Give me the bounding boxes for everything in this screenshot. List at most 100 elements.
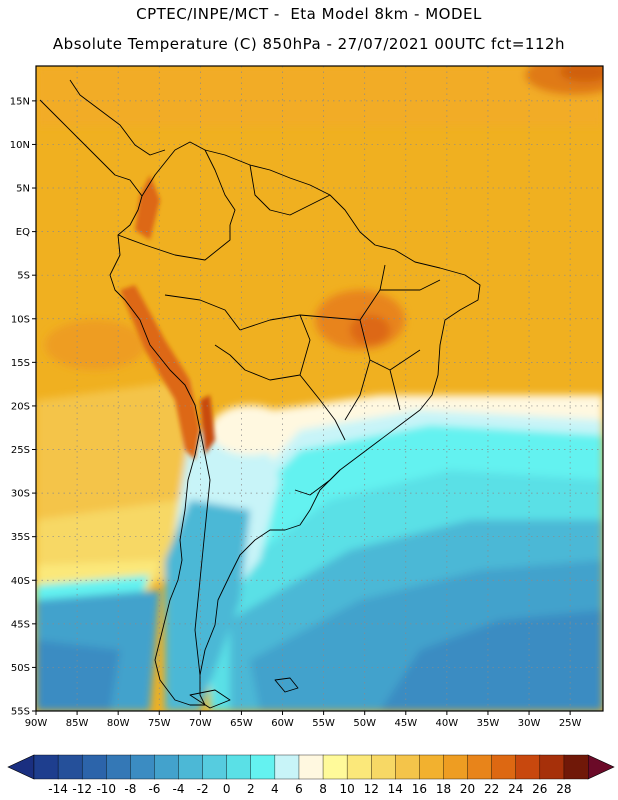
colorbar-label: 18	[436, 782, 451, 796]
lat-label: 10S	[11, 314, 30, 325]
lon-label: 50W	[353, 718, 376, 729]
lat-label: 35S	[11, 532, 30, 543]
central-america-north-coast	[69, 79, 166, 156]
lat-label: 20S	[11, 401, 30, 412]
lat-label: 10N	[10, 140, 30, 151]
pampas-pale-zone	[210, 405, 290, 455]
map-title-line-1: CPTEC/INPE/MCT - Eta Model 8km - MODEL	[136, 5, 482, 23]
colorbar-label: -12	[72, 782, 92, 796]
colorbar-cell	[33, 754, 59, 780]
colorbar-cells	[33, 754, 589, 780]
lon-label: 60W	[271, 718, 294, 729]
falkland-islands	[274, 677, 299, 693]
colorbar-cell	[178, 754, 204, 780]
colorbar-label: 0	[223, 782, 231, 796]
colorbar-label: 22	[484, 782, 499, 796]
lon-label: 80W	[107, 718, 130, 729]
colorbar-cell	[395, 754, 420, 780]
lon-label: 40W	[436, 718, 459, 729]
lat-label: 30S	[11, 489, 30, 500]
lon-label: 70W	[189, 718, 212, 729]
lat-label: 5S	[17, 271, 30, 282]
tropical-band	[36, 66, 603, 126]
temperature-map: 90W 85W 80W 75W 70W 65W 60W 55W 50W 45W 40W 35W 30W 2…	[10, 65, 604, 729]
colorbar-label: 14	[388, 782, 403, 796]
colorbar-cell	[419, 754, 444, 780]
colorbar-cell	[106, 754, 131, 780]
colorbar-cell	[130, 754, 155, 780]
border-colombia-peru	[117, 225, 231, 261]
lon-label: 65W	[230, 718, 253, 729]
colorbar-cell	[81, 754, 107, 780]
lon-label: 55W	[312, 718, 335, 729]
coastline-borders	[39, 79, 481, 709]
colorbar-labels: -14 -12 -10 -8 -6 -4 -2 0 2 4 6 8 10 12 14 16 18 20 22 24 26…	[48, 782, 571, 796]
patagonia-cold-zone	[165, 500, 250, 711]
andes-colombia	[135, 175, 160, 240]
colorbar-label: 28	[556, 782, 571, 796]
lon-label: 45W	[394, 718, 417, 729]
colorbar-cell	[274, 754, 300, 780]
colorbar-high-extend	[587, 754, 615, 780]
colorbar-cell	[563, 754, 589, 780]
lon-label: 85W	[66, 718, 89, 729]
colorbar-cell	[298, 754, 324, 780]
lat-label: 5N	[16, 184, 30, 195]
longitude-labels: 90W 85W 80W 75W 70W 65W 60W 55W 50W 45W 40W 35W 30W 2…	[25, 718, 582, 729]
colorbar-label: 6	[295, 782, 303, 796]
colorbar-cell	[57, 754, 83, 780]
graticule	[36, 66, 603, 711]
border-argentina-chile	[194, 429, 211, 676]
lat-label: 15S	[11, 358, 30, 369]
colorbar-cell	[491, 754, 517, 780]
colorbar-label: 24	[508, 782, 523, 796]
colorbar-label: 8	[319, 782, 327, 796]
colorbar-cell	[371, 754, 396, 780]
colorbar-label: 4	[271, 782, 279, 796]
lat-label: EQ	[16, 227, 30, 238]
colorbar-cell	[467, 754, 493, 780]
lat-label: 50S	[11, 663, 30, 674]
atlantic-cold-band	[380, 610, 603, 711]
central-america-coastline	[39, 99, 143, 197]
lat-label: 25S	[11, 445, 30, 456]
lat-label: 45S	[11, 619, 30, 630]
colorbar-cell	[443, 754, 469, 780]
lon-label: 90W	[25, 718, 48, 729]
colorbar-cell	[346, 754, 372, 780]
lon-label: 25W	[559, 718, 582, 729]
colorbar-label: 2	[247, 782, 255, 796]
colorbar-label: -10	[96, 782, 116, 796]
lon-label: 75W	[148, 718, 171, 729]
colorbar-cell	[154, 754, 180, 780]
colorbar-label: -6	[148, 782, 160, 796]
axis-ticks	[32, 100, 571, 715]
andes-altiplano	[200, 395, 215, 455]
tierra-del-fuego	[189, 689, 231, 709]
colorbar-label: 26	[532, 782, 547, 796]
colorbar-label: 16	[412, 782, 427, 796]
temperature-field	[36, 66, 603, 711]
colorbar-label: 10	[339, 782, 354, 796]
colorbar-label: -4	[173, 782, 185, 796]
colorbar-cell	[322, 754, 348, 780]
border-brazil-paraguay	[299, 374, 346, 441]
colorbar-cell	[539, 754, 565, 780]
colorbar-label: -14	[48, 782, 68, 796]
caribbean-hottest-zone	[560, 66, 603, 82]
colorbar-low-extend	[7, 754, 35, 780]
border-colombia-venezuela	[204, 149, 236, 226]
border-guianas	[249, 164, 331, 216]
colorbar-label: -8	[124, 782, 136, 796]
peru-coast-warm-zone	[45, 320, 145, 370]
lat-label: 15N	[10, 96, 30, 107]
colorbar: -14 -12 -10 -8 -6 -4 -2 0 2 4 6 8 10 12 14 16 18 20 22 24 26…	[7, 754, 615, 796]
colorbar-cell	[515, 754, 541, 780]
colorbar-label: -2	[197, 782, 209, 796]
colorbar-label: 20	[460, 782, 475, 796]
border-peru-brazil	[164, 294, 241, 331]
colorbar-cell	[250, 754, 276, 780]
lon-label: 35W	[477, 718, 500, 729]
south-america-coastline	[109, 141, 481, 706]
andes-central	[120, 285, 200, 460]
